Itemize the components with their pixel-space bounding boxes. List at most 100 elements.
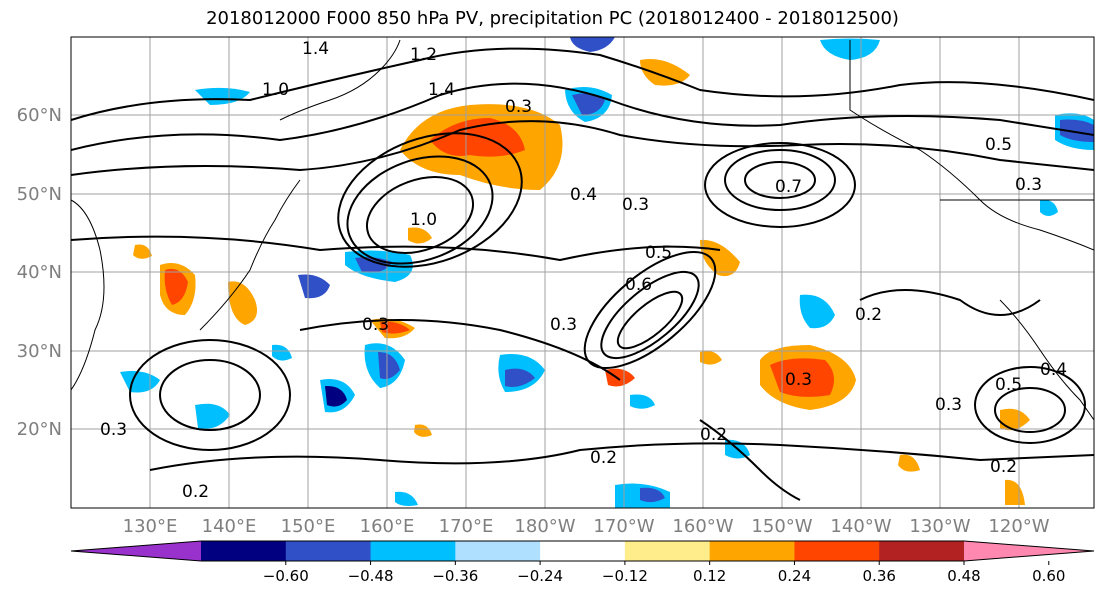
contour-label: 0.3 xyxy=(622,195,649,215)
map-panel: 1.4 1.2 1.0 1.4 0.3 1.0 0.5 0.4 0.3 0.7 … xyxy=(71,37,1094,508)
colorbar-tick-label: 0.36 xyxy=(863,567,896,585)
contour-label: 1.4 xyxy=(302,39,329,59)
colorbar-tick-label: −0.12 xyxy=(602,567,648,585)
contour-label: 0.6 xyxy=(625,275,652,295)
colorbar-segment xyxy=(455,541,541,561)
precip-negative-area xyxy=(272,344,292,361)
lon-axis: 130°E 140°E 150°E 160°E 170°E 180°W 170°… xyxy=(123,516,1050,537)
lon-label: 180°W xyxy=(514,516,575,537)
lon-label: 140°W xyxy=(830,516,891,537)
colorbar-tick-label: 0.12 xyxy=(693,567,726,585)
lon-label: 160°W xyxy=(672,516,733,537)
precip-positive-area xyxy=(700,351,722,365)
pv-contours xyxy=(71,47,1094,501)
contour-label: 0.4 xyxy=(1040,360,1067,380)
map-frame xyxy=(70,36,1095,509)
precip-shading xyxy=(120,37,1094,508)
precip-negative-core xyxy=(640,487,665,503)
contour-label: 1.2 xyxy=(410,45,437,65)
colorbar-segment xyxy=(540,541,626,561)
precip-positive-area xyxy=(640,59,690,86)
pv-contour xyxy=(71,82,1094,151)
pv-contour xyxy=(859,289,1041,316)
contour-labels: 1.4 1.2 1.0 1.4 0.3 1.0 0.5 0.4 0.3 0.7 … xyxy=(100,39,1067,502)
lon-label: 130°E xyxy=(123,516,178,537)
pv-contour xyxy=(149,442,1094,471)
precip-positive-area xyxy=(228,281,258,325)
pv-contour xyxy=(699,419,801,501)
precip-negative-core xyxy=(572,93,605,115)
asia-coastline xyxy=(71,199,105,391)
pv-contour xyxy=(744,161,816,199)
colorbar-tick-label: 0.60 xyxy=(1032,567,1065,585)
contour-label: 0.3 xyxy=(100,420,127,440)
contour-label: 0.7 xyxy=(775,177,802,197)
lat-label: 50°N xyxy=(17,184,62,205)
precip-positive-area xyxy=(414,424,432,437)
precip-positive-area xyxy=(1005,479,1025,505)
colorbar-segment xyxy=(624,541,711,561)
precip-positive-core xyxy=(430,118,525,157)
precip-negative-area xyxy=(195,87,250,105)
contour-label: 1.0 xyxy=(262,80,289,100)
precip-negative-area xyxy=(799,294,835,329)
lat-label: 40°N xyxy=(17,262,62,283)
pv-contour xyxy=(71,235,721,262)
precip-negative-area xyxy=(1040,199,1058,216)
precip-negative-area xyxy=(298,274,330,299)
contour-label: 0.2 xyxy=(855,305,882,325)
precip-negative-area xyxy=(395,491,418,506)
contour-label: 1.0 xyxy=(410,210,437,230)
contour-label: 1.4 xyxy=(428,80,455,100)
precip-positive-core xyxy=(770,358,834,397)
lon-label: 170°W xyxy=(593,516,654,537)
pv-contour xyxy=(71,47,1094,121)
lat-label: 60°N xyxy=(17,105,62,126)
lon-label: 140°E xyxy=(202,516,257,537)
colorbar-segment xyxy=(285,541,372,561)
lat-label: 20°N xyxy=(17,419,62,440)
pv-contour xyxy=(346,155,494,265)
pv-contour xyxy=(974,366,1086,444)
colorbar-segment xyxy=(794,541,880,561)
contour-label: 0.3 xyxy=(550,315,577,335)
precip-negative-core xyxy=(325,385,347,407)
precip-negative-core xyxy=(505,368,535,387)
contour-label: 0.2 xyxy=(700,425,727,445)
pv-contour xyxy=(600,270,700,360)
plot-title: 2018012000 F000 850 hPa PV, precipitatio… xyxy=(206,8,899,29)
precip-positive-core xyxy=(164,268,188,305)
lon-label: 150°E xyxy=(281,516,336,537)
pv-contour xyxy=(724,149,836,211)
precip-negative-core xyxy=(1060,119,1094,142)
japan-coastline xyxy=(199,179,301,331)
colorbar-segment xyxy=(709,541,795,561)
graticule xyxy=(71,37,1094,508)
lon-label: 160°E xyxy=(360,516,415,537)
lat-label: 30°N xyxy=(17,341,62,362)
precip-negative-area xyxy=(195,403,230,429)
pv-contour xyxy=(71,120,1094,176)
pv-contour xyxy=(129,339,291,451)
colorbar-tick-label: −0.24 xyxy=(517,567,563,585)
contour-label: 0.3 xyxy=(785,370,812,390)
contour-label: 0.3 xyxy=(505,97,532,117)
colorbar-outline xyxy=(70,540,1095,562)
pv-contour xyxy=(994,387,1066,433)
precip-positive-area xyxy=(898,454,920,472)
contour-label: 0.4 xyxy=(570,185,597,205)
colorbar-tick-label: 0.24 xyxy=(778,567,811,585)
lon-label: 150°W xyxy=(751,516,812,537)
lon-label: 130°W xyxy=(909,516,970,537)
kamchatka-coastline xyxy=(279,39,401,121)
colorbar-extend-high xyxy=(964,541,1094,561)
contour-label: 0.3 xyxy=(1015,175,1042,195)
pv-contour xyxy=(704,142,856,228)
precip-positive-area xyxy=(133,244,152,259)
colorbar-segment xyxy=(879,541,965,561)
pv-contour xyxy=(159,359,261,431)
pv-contour xyxy=(337,132,523,268)
precip-negative-core xyxy=(378,352,400,379)
precip-negative-area xyxy=(570,37,615,52)
